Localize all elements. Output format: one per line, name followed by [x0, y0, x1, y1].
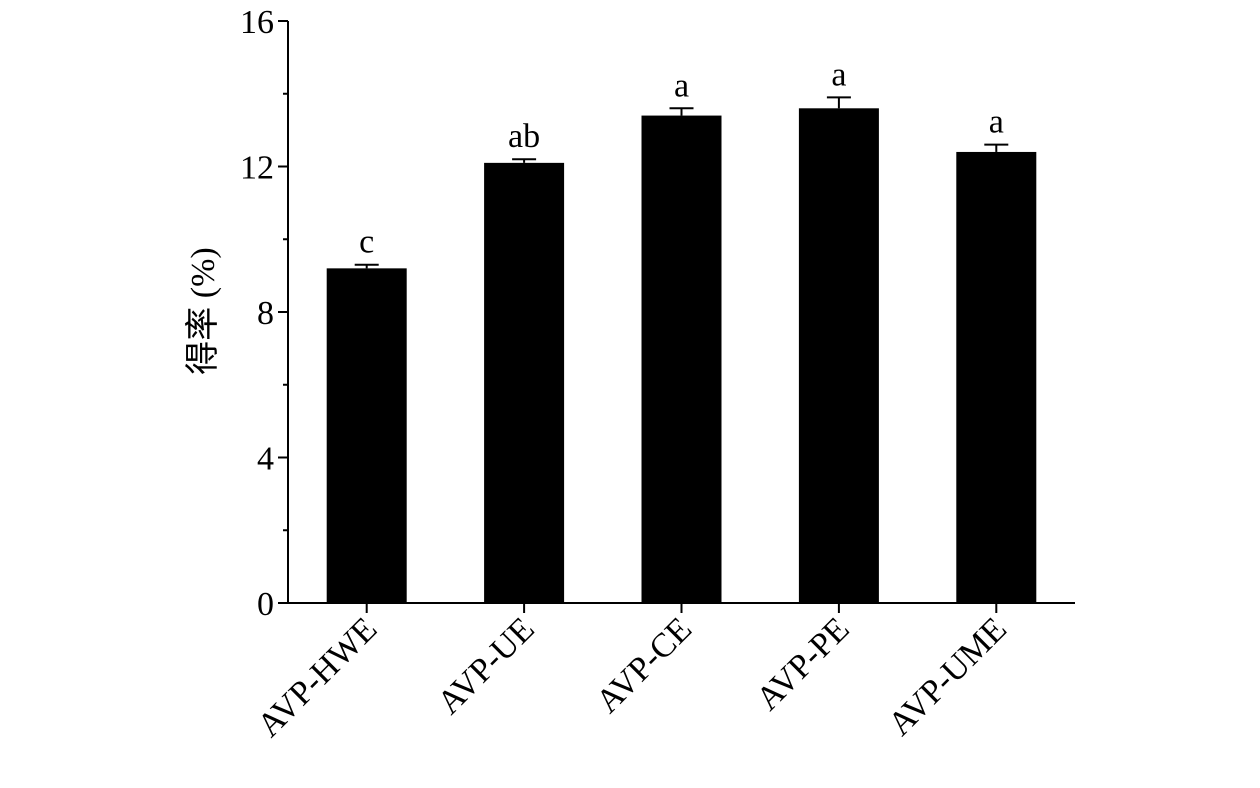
error-bars	[354, 96, 1009, 269]
bar-avp-pe	[798, 108, 879, 604]
bar-avp-ce	[641, 115, 722, 603]
bar-avp-ue	[484, 162, 565, 604]
x-tick-label: AVP-CE	[589, 610, 699, 720]
category-labels: AVP-HWE AVP-UE AVP-CE AVP-PE AVP-UME	[250, 610, 1014, 744]
y-tick-label: 8	[257, 295, 274, 332]
x-tick-label: AVP-HWE	[250, 610, 384, 744]
y-tick-label: 12	[240, 150, 274, 187]
y-axis-title: 得率 (%)	[184, 247, 222, 374]
y-axis: 0 4 8 12 16	[240, 4, 289, 623]
bars	[326, 108, 1037, 604]
x-tick-label: AVP-PE	[749, 610, 856, 717]
y-tick-label: 4	[257, 441, 274, 478]
x-axis	[288, 602, 1075, 613]
significance-letter: a	[989, 104, 1004, 141]
y-tick-label: 0	[257, 586, 274, 623]
bar-avp-hwe	[326, 268, 407, 603]
significance-letter: c	[359, 224, 374, 261]
x-tick-label: AVP-UME	[881, 610, 1014, 743]
significance-letter: a	[831, 56, 846, 93]
bar-avp-ume	[956, 151, 1037, 603]
significance-labels: c ab a a a	[359, 56, 1004, 260]
significance-letter: ab	[508, 118, 540, 155]
significance-letter: a	[674, 67, 689, 104]
y-tick-label: 16	[240, 4, 274, 41]
x-tick-label: AVP-UE	[431, 610, 542, 721]
